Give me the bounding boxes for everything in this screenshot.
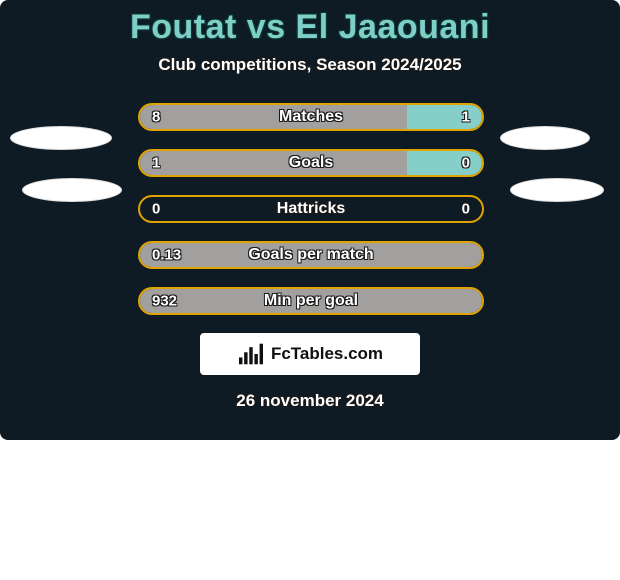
stat-row: 0.13 Goals per match [0,241,620,269]
brand-badge: FcTables.com [200,333,420,375]
stat-label: Matches [279,108,343,126]
stat-value-right: 1 [462,109,470,126]
comparison-subtitle: Club competitions, Season 2024/2025 [0,55,620,75]
stat-value-right: 0 [462,201,470,218]
bars-icon [237,342,265,366]
stat-row: 1 Goals 0 [0,149,620,177]
stat-value-left: 8 [152,109,160,126]
stats-card: Foutat vs El Jaaouani Club competitions,… [0,0,620,440]
player-ellipse-3 [510,178,604,202]
player-ellipse-1 [22,178,122,202]
stat-seg-right [407,151,482,175]
stat-seg-left [140,151,407,175]
stat-value-left: 0.13 [152,247,181,264]
stat-value-left: 1 [152,155,160,172]
stat-value-left: 0 [152,201,160,218]
stat-label: Goals [289,154,333,172]
stat-bar: 932 Min per goal [138,287,484,315]
stat-value-left: 932 [152,293,177,310]
player-ellipse-2 [500,126,590,150]
stat-bar: 0 Hattricks 0 [138,195,484,223]
stat-seg-left [140,105,407,129]
stat-value-right: 0 [462,155,470,172]
player-ellipse-0 [10,126,112,150]
date-text: 26 november 2024 [0,391,620,411]
stat-seg-right [407,105,482,129]
stat-label: Min per goal [264,292,358,310]
comparison-title: Foutat vs El Jaaouani [0,0,620,47]
stat-label: Goals per match [248,246,373,264]
stat-bar: 1 Goals 0 [138,149,484,177]
brand-text: FcTables.com [271,344,383,364]
stat-label: Hattricks [277,200,345,218]
stat-bar: 0.13 Goals per match [138,241,484,269]
stat-row: 932 Min per goal [0,287,620,315]
stat-bar: 8 Matches 1 [138,103,484,131]
